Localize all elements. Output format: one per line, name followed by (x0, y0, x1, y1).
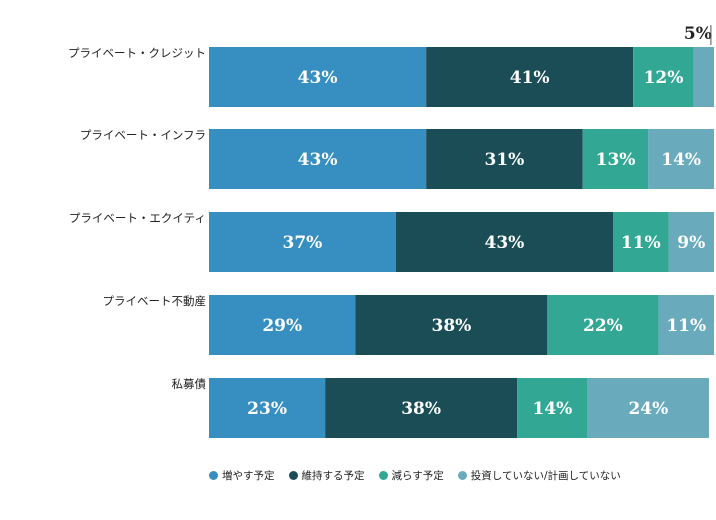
bar-segment (633, 47, 694, 107)
bar-segment (395, 212, 613, 272)
legend-item: 維持する予定 (288, 468, 365, 483)
bar-segment (209, 129, 427, 189)
legend-label: 増やす予定 (222, 470, 275, 482)
bar-segment (613, 212, 669, 272)
bar-segment (355, 295, 548, 355)
data-label: 43% (298, 150, 338, 170)
data-label: 5% (684, 24, 712, 44)
data-label: 11% (666, 316, 706, 336)
bar-segment (426, 129, 583, 189)
bar-segment (517, 378, 588, 438)
legend-item: 増やす予定 (209, 468, 275, 483)
legend-label: 維持する予定 (301, 470, 365, 482)
data-label: 29% (262, 316, 302, 336)
bar-segment (668, 212, 714, 272)
data-labels: 43% 41% 12% 5% 43% 31% 13% 14% 37% 43% 11% 9% 29% 38%… (247, 24, 712, 419)
data-label: 22% (583, 316, 623, 336)
data-label: 43% (298, 68, 338, 88)
category-label: プライベート・クレジット (68, 46, 206, 60)
bar-segment (587, 378, 709, 438)
bar-segment (648, 129, 714, 189)
data-label: 38% (401, 399, 441, 419)
data-label: 24% (628, 399, 668, 419)
bar-segment (209, 378, 326, 438)
bar-segment (209, 47, 427, 107)
data-label: 13% (596, 150, 636, 170)
data-label: 14% (661, 150, 701, 170)
data-label: 38% (431, 316, 471, 336)
category-label: 私募債 (172, 377, 207, 391)
bar-segment (658, 295, 714, 355)
category-label: プライベート・エクイティ (69, 211, 206, 225)
data-label: 12% (644, 68, 684, 88)
legend-item: 投資していない/計画していない (457, 468, 621, 483)
legend: 増やす予定 維持する予定 減らす予定 投資していない/計画していない (209, 468, 621, 483)
legend-label: 投資していない/計画していない (470, 470, 621, 482)
legend-item: 減らす予定 (378, 468, 444, 483)
data-label: 41% (510, 68, 550, 88)
bar-segment (426, 47, 634, 107)
category-label: プライベート・インフラ (80, 128, 206, 142)
bar-segment (209, 212, 396, 272)
legend-swatch (378, 471, 388, 480)
bar-segment (547, 295, 659, 355)
category-label: プライベート不動産 (103, 294, 207, 308)
category-labels: プライベート・クレジットプライベート・インフラプライベート・エクイティプライベー… (68, 46, 206, 391)
data-label: 14% (532, 399, 572, 419)
data-label: 31% (485, 150, 525, 170)
data-label: 43% (485, 233, 525, 253)
legend-label: 減らす予定 (391, 470, 444, 482)
bar-segment (582, 129, 649, 189)
data-label: 9% (677, 233, 705, 253)
legend-swatch (288, 471, 298, 480)
legend-swatch (457, 471, 467, 480)
data-label: 23% (247, 399, 287, 419)
legend-swatch (209, 471, 218, 480)
bars (209, 47, 714, 438)
data-label: 11% (621, 233, 661, 253)
bar-segment (693, 47, 714, 107)
bar-segment (325, 378, 518, 438)
data-label: 37% (283, 233, 323, 253)
bar-segment (209, 295, 356, 355)
